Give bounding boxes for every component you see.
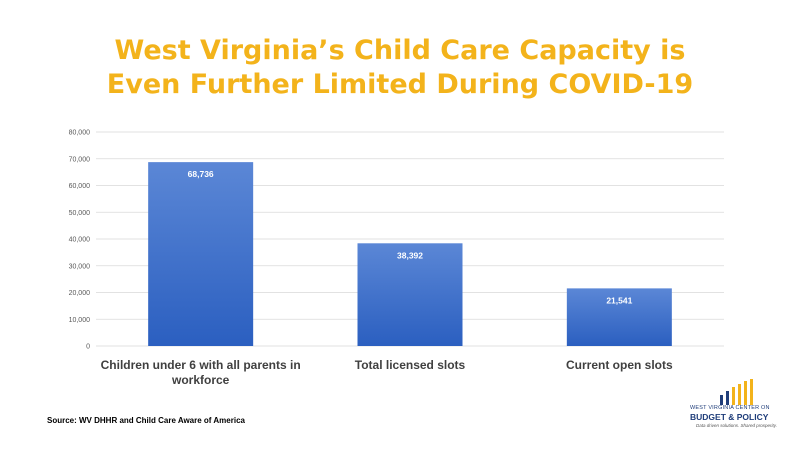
x-tick-label: Total licensed slots: [355, 358, 466, 372]
title-line-2: Even Further Limited During COVID-19: [106, 69, 694, 100]
data-label: 38,392: [397, 250, 423, 260]
y-tick-label: 10,000: [69, 317, 91, 324]
y-tick-label: 50,000: [69, 210, 91, 217]
logo-line-2: BUDGET & POLICY: [690, 412, 769, 422]
x-tick-label: Current open slots: [566, 358, 673, 372]
bar: [357, 243, 463, 346]
x-tick-label: workforce: [171, 373, 230, 387]
y-tick-label: 20,000: [69, 290, 91, 297]
y-tick-label: 30,000: [69, 263, 91, 270]
bar: [148, 162, 254, 346]
logo-line-3: Data driven solutions. Shared prosperity…: [696, 423, 777, 428]
bar-chart: 0 10,000 20,000 30,000 40,000 50,000 60,000 70,…: [69, 130, 724, 387]
title-line-1: West Virginia’s Child Care Capacity is: [114, 35, 686, 66]
data-label: 68,736: [188, 169, 214, 179]
x-tick-label: Children under 6 with all parents in: [101, 358, 301, 372]
y-tick-label: 40,000: [69, 237, 91, 244]
logo-line-1: WEST VIRGINIA CENTER ON: [690, 405, 770, 411]
source-note: Source: WV DHHR and Child Care Aware of …: [47, 416, 245, 425]
data-label: 21,541: [606, 295, 632, 305]
bar: [566, 288, 672, 346]
logo-bars-icon: [720, 379, 753, 405]
y-tick-label: 0: [86, 344, 90, 351]
wvcbp-logo: WEST VIRGINIA CENTER ON BUDGET & POLICY …: [690, 379, 777, 439]
y-tick-label: 80,000: [69, 130, 91, 137]
chart-title: West Virginia’s Child Care Capacity is E…: [0, 34, 800, 102]
y-tick-label: 70,000: [69, 156, 91, 163]
y-tick-label: 60,000: [69, 183, 91, 190]
